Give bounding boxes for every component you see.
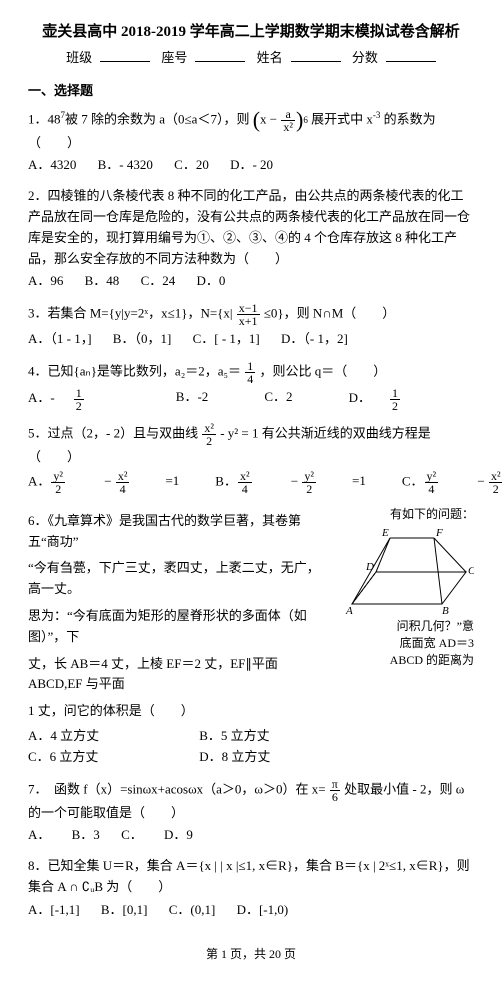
q1-opt-b: B．- 4320 [98,157,153,172]
question-6: 6．《九章算术》是我国古代的数学巨著，其卷第五“商功” “今有刍甍，下广三丈，袤… [28,505,474,724]
q6-line4: 丈，长 AB＝4 丈，上棱 EF＝2 丈，EF∥平面 ABCD,EF 与平面 [28,654,328,696]
question-8: 8．已知全集 U＝R，集合 A＝{x | | x |≤1, x∈R}，集合 B＝… [28,856,474,898]
q5-opt-b: B．x²4 − y²2=1 [215,470,384,495]
q1-expr: ( x − ax² )6 [253,108,308,133]
q8-options: A．[-1,1] B．[0,1] C．(0,1] D．[-1,0) [28,900,474,921]
q7-frac: π6 [330,778,340,803]
q2-opt-b: B．48 [85,273,120,288]
q2-options: A．96 B．48 C．24 D．0 [28,271,474,292]
q8-opt-b: B．[0,1] [101,902,148,917]
q7-options: A． B．3 C． D．9 [28,825,474,846]
q1-text3: 展开式中 x [311,111,373,126]
class-blank [100,48,150,62]
q6-line2: “今有刍甍，下广三丈，袤四丈，上袤二丈，无广，高一丈。 [28,558,328,600]
q2-opt-d: D．0 [196,273,225,288]
q6-line5: 1 丈，问它的体积是（ ） [28,701,328,722]
question-5: 5．过点（2，- 2）且与双曲线 x²2 - y² = 1 有公共渐近线的双曲线… [28,422,474,468]
q8-opt-a: A．[-1,1] [28,902,80,917]
q6-opt-d: D．8 立方丈 [199,749,270,764]
q4-frac: 14 [245,360,255,385]
q1-opt-c: C．20 [174,157,209,172]
question-7: 7． 函数 f（x）=sinωx+acosωx（a＞0，ω＞0）在 x= π6 … [28,778,474,824]
q4-text: 4．已知{aₙ}是等比数列，a₂＝2，a₅＝ [28,363,241,378]
q3-options: A．（1 - 1，] B．（0，1] C．[ - 1，1] D．（- 1，2] [28,329,474,350]
page-title: 壶关县高中 2018-2019 学年高二上学期数学期末模拟试卷含解析 [28,20,474,44]
q3-opt-c: C．[ - 1，1] [193,331,260,346]
question-3: 3．若集合 M={y|y=2ˣ，x≤1}，N={x| x−1x+1 ≤0}，则 … [28,302,474,327]
q4-text2: ，则公比 q＝（ ） [260,363,387,378]
q7-text: 7． 函数 f（x）=sinωx+acosωx（a＞0，ω＞0）在 x= [28,781,326,796]
svg-text:E: E [381,527,389,539]
q8-opt-d: D．[-1,0) [237,902,289,917]
class-label: 班级 [66,50,92,65]
q3-text: 3．若集合 M={y|y=2ˣ，x≤1}，N={x| [28,306,233,321]
seat-blank [195,48,245,62]
q3-text2: ≤0}，则 N∩M（ ） [264,306,395,321]
q8-opt-c: C．(0,1] [169,902,216,917]
q1-opt-a: A．4320 [28,157,76,172]
q2-opt-c: C．24 [141,273,176,288]
q5-frac: x²2 [202,422,216,447]
q5-options: A．y²2 − x²4=1 B．x²4 − y²2=1 C．y²4 − x²2=… [28,470,474,495]
svg-text:B: B [442,605,449,617]
header-fields: 班级 座号 姓名 分数 [28,48,474,69]
question-2: 2．四棱锥的八条棱代表 8 种不同的化工产品，由公共点的两条棱代表的化工产品放在… [28,186,474,269]
svg-text:D: D [365,561,374,573]
q4-opt-c: C．2 [264,387,292,412]
q6-side2: 问积几何？”意 [334,618,474,635]
q7-opt-d: D．9 [164,827,193,842]
page-footer: 第 1 页，共 20 页 [28,945,474,964]
section-heading: 一、选择题 [28,81,474,102]
q6-side4: ABCD 的距离为 [334,652,474,669]
q6-options: A．4 立方丈 B．5 立方丈 C．6 立方丈 D．8 立方丈 [28,726,474,768]
q2-opt-a: A．96 [28,273,63,288]
name-label: 姓名 [257,50,283,65]
q7-opt-c: C． [121,827,143,842]
q6-opt-a: A．4 立方丈 [28,726,178,747]
q6-side1: 有如下的问题： [334,505,474,524]
q3-opt-a: A．（1 - 1，] [28,331,92,346]
q1-text2: 被 7 除的余数为 a（0≤a＜7），则 [65,111,253,126]
q7-opt-a: A． [28,827,50,842]
question-4: 4．已知{aₙ}是等比数列，a₂＝2，a₅＝ 14 ，则公比 q＝（ ） [28,360,474,385]
q4-opt-b: B．-2 [176,387,209,412]
svg-text:F: F [435,527,443,539]
q6-opt-b: B．5 立方丈 [199,728,269,743]
q4-opt-a: A．-12 [28,387,120,412]
q6-opt-c: C．6 立方丈 [28,747,178,768]
q4-options: A．-12 B．-2 C．2 D．12 [28,387,474,412]
score-label: 分数 [352,50,378,65]
q3-opt-d: D．（- 1，2] [281,331,348,346]
q7-opt-b: B．3 [72,827,100,842]
q6-figure: A B C D E F [334,524,474,618]
svg-text:C: C [468,565,474,577]
q3-opt-b: B．（0，1] [113,331,172,346]
q1-text: 1．48 [28,111,61,126]
q6-side3: 底面宽 AD＝3 [334,635,474,652]
seat-label: 座号 [161,50,187,65]
q6-line3: 思为：“今有底面为矩形的屋脊形状的多面体（如图）”，下 [28,606,328,648]
q1-options: A．4320 B．- 4320 C．20 D．- 20 [28,155,474,176]
q5-opt-a: A．y²2 − x²4=1 [28,470,197,495]
q5-opt-c: C．y²4 − x²2=1 [402,470,502,495]
svg-text:A: A [345,605,353,617]
q3-frac: x−1x+1 [237,302,260,327]
question-1: 1．487被 7 除的余数为 a（0≤a＜7），则 ( x − ax² )6 展… [28,108,474,154]
q6-figure-wrap: 有如下的问题： A B C D E F 问积几何？”意 底面宽 AD [334,505,474,724]
q4-opt-d: D．12 [349,387,436,412]
q5-text: 5．过点（2，- 2）且与双曲线 [28,425,198,440]
score-blank [386,48,436,62]
q1-opt-d: D．- 20 [230,157,273,172]
q6-line1: 6．《九章算术》是我国古代的数学巨著，其卷第五“商功” [28,511,328,553]
name-blank [291,48,341,62]
